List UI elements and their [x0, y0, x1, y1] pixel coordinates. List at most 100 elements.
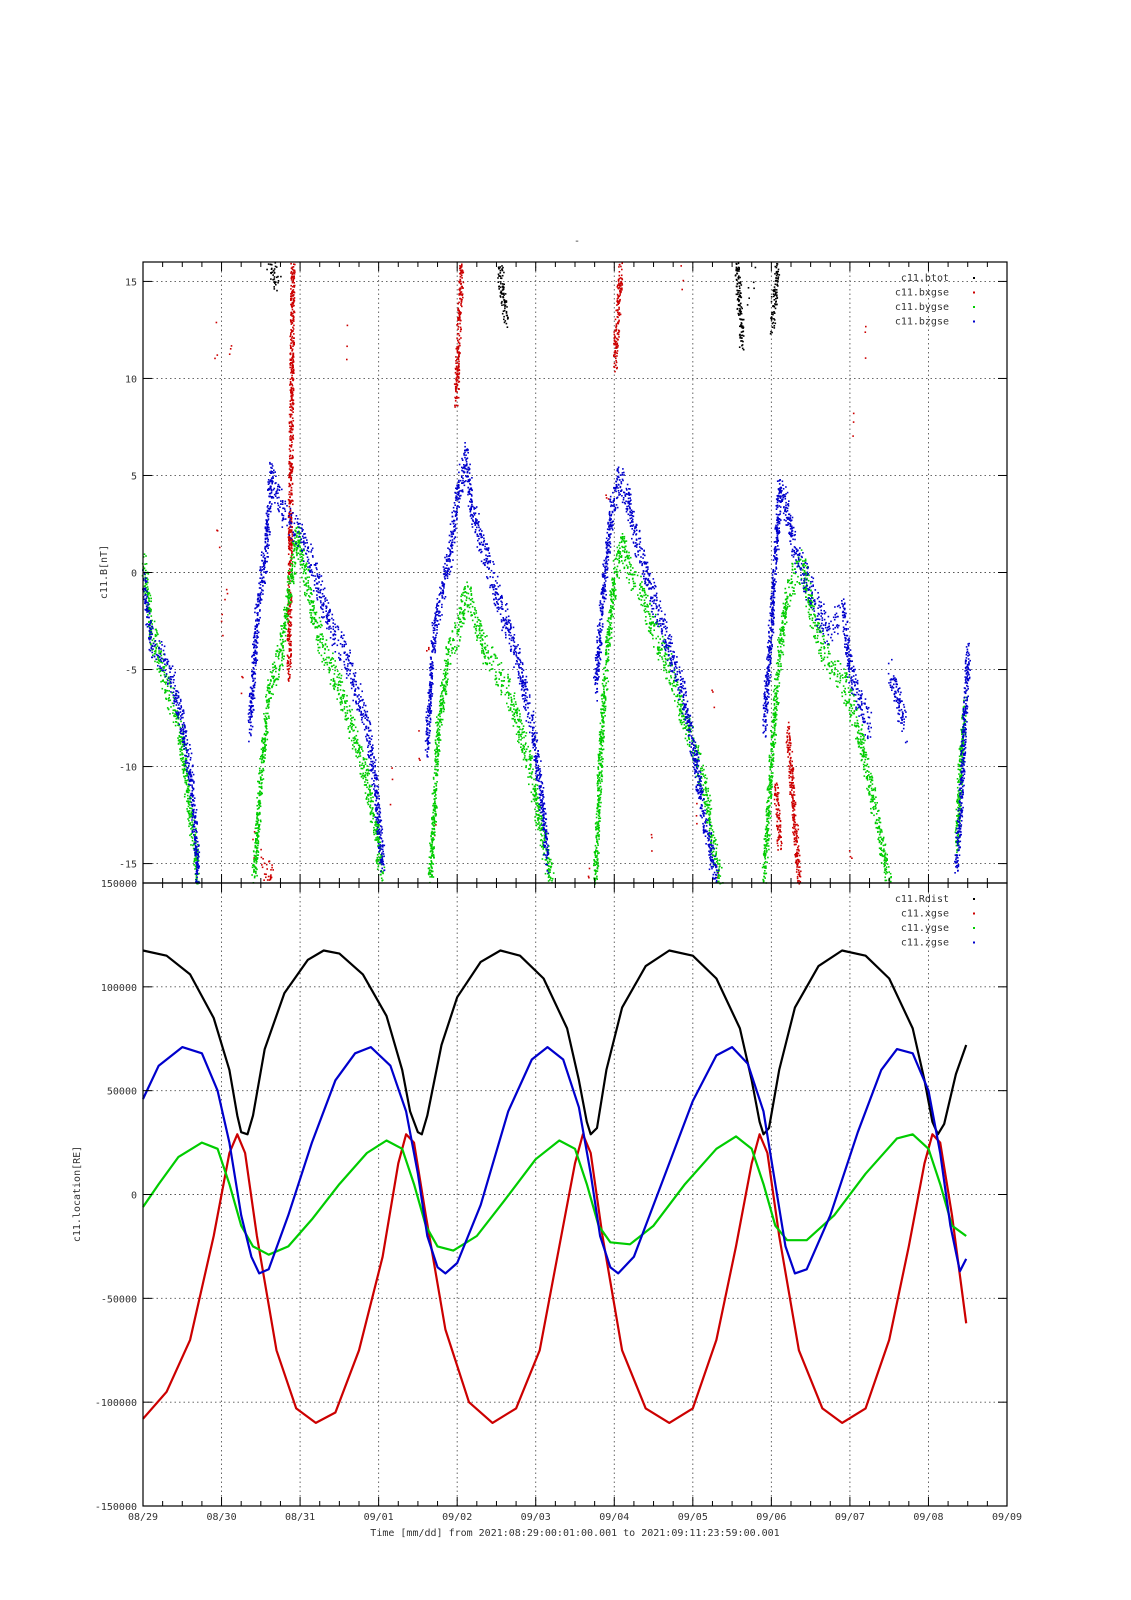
data-point	[370, 820, 372, 823]
data-point	[339, 697, 342, 699]
data-point	[613, 342, 615, 345]
data-point	[476, 624, 478, 627]
data-point	[603, 736, 605, 739]
data-point	[288, 568, 291, 570]
data-point	[476, 636, 479, 639]
data-point	[508, 684, 510, 687]
data-point	[302, 559, 304, 562]
data-point	[312, 605, 314, 607]
data-point	[156, 661, 158, 663]
data-point	[263, 732, 266, 735]
data-point	[484, 642, 486, 645]
data-point	[788, 725, 791, 728]
data-point	[788, 752, 791, 755]
data-point	[150, 643, 152, 645]
data-point	[473, 613, 476, 616]
data-point	[610, 631, 613, 634]
data-point	[334, 660, 336, 662]
data-point	[216, 354, 219, 356]
data-point	[254, 875, 256, 878]
data-point	[795, 832, 798, 834]
data-point	[293, 543, 295, 545]
data-point	[777, 803, 780, 805]
data-point	[618, 336, 620, 338]
data-point	[615, 346, 618, 348]
data-point	[256, 804, 258, 807]
data-point	[291, 301, 294, 304]
data-point	[461, 287, 464, 289]
data-point	[318, 646, 321, 649]
data-point	[290, 487, 293, 489]
data-point	[446, 684, 448, 686]
data-point	[773, 311, 775, 313]
data-point	[273, 286, 275, 288]
data-point	[288, 609, 291, 612]
data-point	[252, 838, 254, 841]
data-point	[509, 709, 512, 711]
data-point	[518, 718, 521, 721]
data-point	[508, 680, 511, 683]
data-point	[280, 642, 282, 645]
data-point	[290, 405, 292, 408]
data-point	[428, 646, 430, 649]
data-point	[796, 823, 798, 826]
data-point	[516, 708, 519, 711]
data-point	[161, 662, 164, 664]
data-point	[614, 351, 617, 353]
data-point	[281, 625, 284, 627]
data-point	[185, 783, 188, 786]
data-point	[287, 607, 289, 610]
data-point	[610, 591, 612, 593]
data-point	[218, 546, 221, 549]
data-point	[255, 855, 257, 858]
data-point	[302, 564, 304, 566]
data-point	[436, 765, 439, 768]
data-point	[328, 669, 331, 671]
data-point	[432, 815, 435, 817]
data-point	[299, 556, 302, 559]
data-point	[333, 688, 336, 691]
data-point	[799, 866, 801, 868]
data-point	[535, 792, 537, 794]
data-point	[352, 737, 355, 739]
data-point	[613, 337, 615, 339]
data-point	[602, 705, 604, 707]
data-point	[179, 741, 181, 743]
data-point	[299, 527, 301, 529]
data-point	[350, 726, 353, 729]
data-point	[772, 305, 775, 307]
data-point	[458, 360, 460, 363]
data-point	[595, 836, 598, 838]
data-point	[497, 281, 500, 283]
data-point	[435, 813, 437, 815]
data-point	[290, 569, 293, 571]
data-point	[597, 852, 599, 855]
data-point	[195, 831, 197, 834]
data-point	[478, 619, 480, 621]
data-point	[741, 347, 744, 350]
data-point	[595, 846, 598, 849]
data-point	[362, 750, 364, 752]
data-point	[505, 300, 508, 302]
data-point	[468, 606, 471, 609]
data-point	[521, 722, 523, 725]
data-point	[265, 876, 267, 879]
data-point	[603, 735, 605, 738]
data-point	[214, 357, 216, 360]
data-point	[615, 309, 617, 312]
data-point	[287, 672, 290, 675]
data-point	[502, 310, 505, 312]
data-point	[459, 278, 461, 281]
data-point	[525, 742, 527, 744]
data-point	[532, 768, 534, 771]
data-point	[601, 760, 604, 763]
data-point	[257, 854, 259, 856]
data-point	[361, 767, 364, 770]
data-point	[514, 720, 516, 723]
data-point	[431, 841, 434, 844]
data-point	[287, 562, 290, 565]
data-point	[596, 803, 599, 805]
data-point	[441, 703, 444, 706]
data-point	[187, 797, 189, 800]
data-point	[474, 616, 477, 619]
